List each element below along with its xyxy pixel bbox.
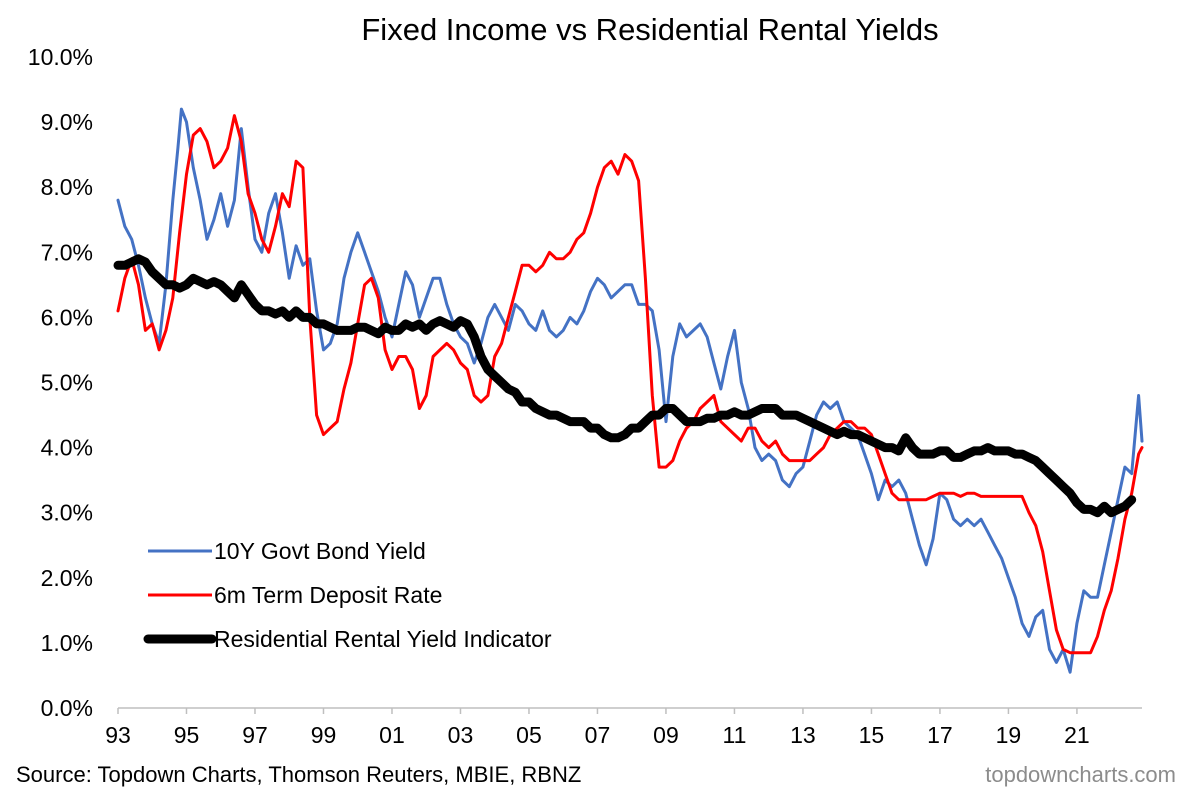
x-tick-label: 15	[859, 722, 885, 748]
series-line-2	[116, 114, 1144, 655]
y-tick-label: 3.0%	[41, 500, 93, 526]
x-tick-label: 21	[1064, 722, 1090, 748]
y-tick-label: 0.0%	[41, 695, 93, 721]
brand-watermark: topdowncharts.com	[985, 762, 1176, 787]
y-tick-label: 8.0%	[41, 174, 93, 200]
y-tick-label: 7.0%	[41, 239, 93, 265]
y-tick-label: 6.0%	[41, 304, 93, 330]
x-tick-label: 17	[927, 722, 953, 748]
x-tick-label: 11	[723, 722, 747, 748]
x-tick-label: 07	[585, 722, 611, 748]
x-tick-label: 95	[174, 722, 200, 748]
x-tick-label: 93	[105, 722, 131, 748]
legend-label: Residential Rental Yield Indicator	[214, 626, 552, 652]
x-axis-ticks: 93 95 97 99 01 03 05 07 09 11 13 15 17 19 21	[105, 708, 1090, 748]
legend-label: 10Y Govt Bond Yield	[214, 538, 426, 564]
y-tick-label: 9.0%	[41, 109, 93, 135]
series-line-3	[113, 254, 1137, 518]
series-lines	[113, 107, 1144, 674]
y-tick-label: 4.0%	[41, 435, 93, 461]
x-tick-label: 03	[448, 722, 474, 748]
y-tick-label: 1.0%	[41, 630, 93, 656]
y-tick-label: 5.0%	[41, 370, 93, 396]
x-tick-label: 97	[242, 722, 268, 748]
legend: 10Y Govt Bond Yield 6m Term Deposit Rate R…	[143, 538, 552, 652]
y-axis-tick-labels: 0.0% 1.0% 2.0% 3.0% 4.0% 5.0% 6.0% 7.0% 8.0% 9.0%…	[28, 44, 93, 721]
x-tick-label: 01	[379, 722, 405, 748]
x-tick-label: 19	[996, 722, 1022, 748]
legend-label: 6m Term Deposit Rate	[214, 582, 442, 608]
chart-title: Fixed Income vs Residential Rental Yield…	[361, 12, 939, 47]
x-tick-label: 13	[790, 722, 816, 748]
x-tick-label: 99	[311, 722, 337, 748]
y-tick-label: 10.0%	[28, 44, 93, 70]
series-line-1	[116, 107, 1144, 674]
source-note: Source: Topdown Charts, Thomson Reuters,…	[16, 762, 582, 787]
x-tick-label: 05	[516, 722, 542, 748]
x-tick-label: 09	[653, 722, 679, 748]
y-tick-label: 2.0%	[41, 565, 93, 591]
